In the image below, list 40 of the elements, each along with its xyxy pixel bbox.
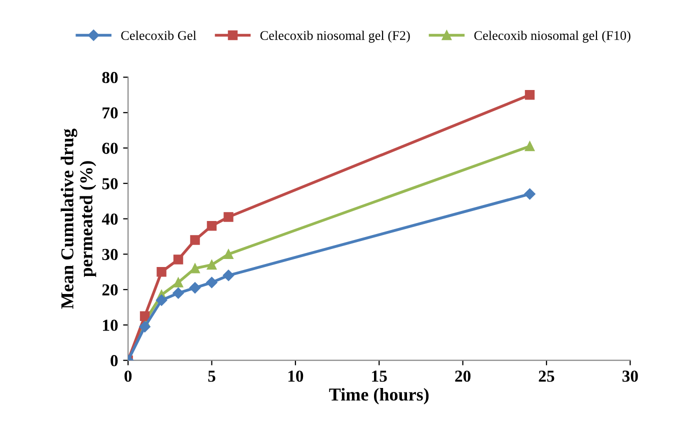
y-tick-label: 40: [102, 213, 118, 225]
x-tick-label: 25: [538, 370, 554, 382]
point: [222, 270, 234, 282]
point: [189, 282, 201, 294]
y-tick-label: 20: [102, 284, 118, 296]
y-axis-title: Mean Cumulative drug permeated (%): [60, 128, 96, 309]
x-tick-label: 10: [288, 370, 304, 382]
y-tick-label: 30: [102, 248, 118, 260]
x-tick-label: 0: [124, 370, 132, 382]
point: [172, 288, 184, 299]
x-tick-label: 30: [622, 370, 638, 382]
point: [139, 321, 150, 332]
x-tick-label: 15: [372, 370, 387, 382]
point: [156, 267, 166, 277]
x-tick-label: 20: [455, 370, 471, 382]
y-tick-label: 10: [103, 320, 118, 331]
point: [224, 249, 234, 260]
point: [524, 90, 535, 100]
x-axis-title: Time (hours): [329, 388, 429, 404]
x-tick-label: 5: [208, 370, 216, 382]
point: [156, 294, 168, 306]
point: [190, 263, 200, 274]
point: [190, 235, 200, 245]
point: [224, 212, 234, 222]
point: [206, 260, 217, 270]
point: [140, 311, 150, 321]
y-tick-label: 80: [102, 72, 118, 84]
point: [524, 188, 536, 200]
point: [524, 141, 535, 152]
legend-label: Celecoxib Gel: [121, 30, 196, 40]
y-tick-label: 70: [102, 107, 118, 119]
y-tick-label: 0: [110, 355, 118, 366]
y-tick-label: 50: [102, 178, 118, 190]
point: [173, 278, 184, 288]
point: [173, 254, 184, 264]
y-tick-label: 60: [102, 142, 118, 154]
point: [206, 221, 217, 231]
point: [206, 276, 218, 288]
legend-label: Celecoxib niosomal gel (F10): [474, 30, 630, 43]
legend-label: Celecoxib niosomal gel (F2): [260, 30, 410, 43]
